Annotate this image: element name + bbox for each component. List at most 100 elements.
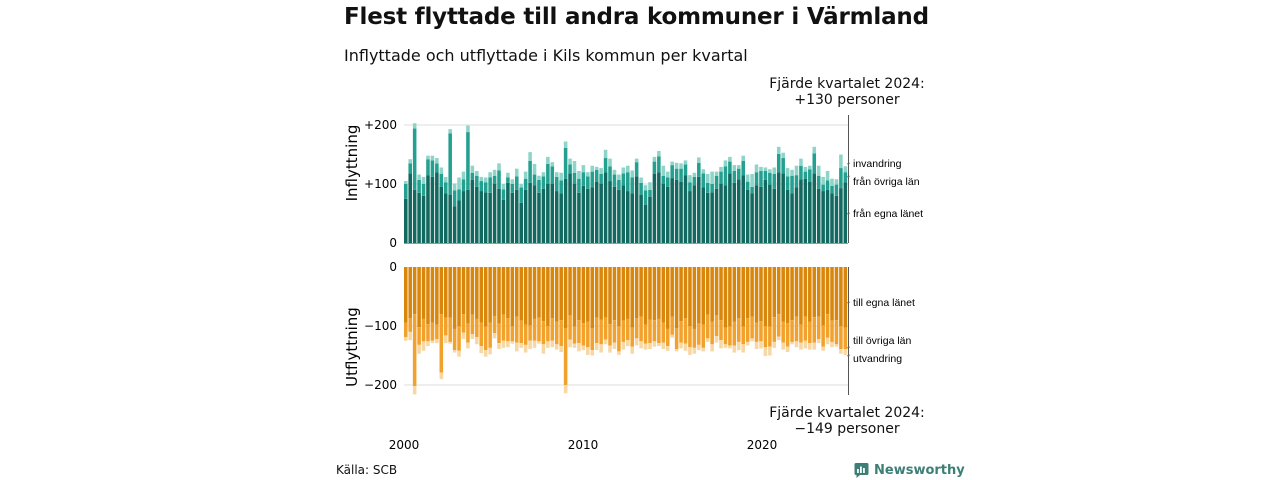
bar-out-0-22 bbox=[501, 267, 506, 315]
bar-out-2-11 bbox=[452, 350, 457, 353]
bar-in-1-71 bbox=[719, 171, 723, 184]
bar-out-0-64 bbox=[688, 267, 692, 326]
bar-out-1-51 bbox=[630, 327, 634, 347]
bar-out-1-41 bbox=[586, 321, 590, 348]
bar-in-1-62 bbox=[679, 168, 683, 182]
bar-in-1-36 bbox=[563, 148, 568, 179]
bar-out-2-71 bbox=[719, 340, 723, 349]
series-labels: invandring från övriga län från egna länet… bbox=[846, 158, 923, 365]
bar-in-2-22 bbox=[501, 184, 506, 190]
bar-out-1-52 bbox=[634, 318, 639, 339]
bar-in-0-45 bbox=[603, 172, 608, 243]
y-tick-in-0: 0 bbox=[389, 236, 397, 250]
bar-out-0-89 bbox=[799, 267, 803, 325]
bar-in-0-83 bbox=[772, 188, 777, 243]
bar-out-1-82 bbox=[768, 326, 772, 347]
bar-in-1-43 bbox=[594, 169, 599, 182]
bar-out-2-4 bbox=[421, 341, 426, 351]
label-tick-in-2 bbox=[846, 212, 851, 215]
inflow-bars bbox=[404, 123, 848, 243]
bar-in-1-38 bbox=[572, 172, 577, 184]
bar-out-0-14 bbox=[466, 267, 470, 324]
bar-out-2-19 bbox=[488, 347, 492, 355]
bar-out-0-76 bbox=[741, 267, 745, 327]
label-tick-in-1 bbox=[846, 175, 851, 178]
bar-out-2-54 bbox=[643, 343, 648, 350]
bar-out-1-22 bbox=[501, 314, 506, 341]
bar-out-1-69 bbox=[710, 321, 714, 345]
bar-in-0-85 bbox=[781, 173, 785, 243]
bar-in-0-15 bbox=[470, 179, 475, 243]
bar-out-1-66 bbox=[697, 323, 701, 345]
bar-in-0-75 bbox=[737, 179, 741, 243]
bar-in-1-44 bbox=[599, 173, 603, 184]
bar-in-1-1 bbox=[408, 163, 412, 174]
bar-in-2-57 bbox=[657, 150, 661, 157]
bar-out-0-24 bbox=[510, 267, 515, 326]
bar-in-0-25 bbox=[515, 189, 519, 243]
bar-out-0-67 bbox=[701, 267, 706, 325]
bar-in-1-84 bbox=[776, 153, 781, 173]
bar-out-1-9 bbox=[443, 317, 448, 336]
bar-out-2-87 bbox=[790, 341, 794, 345]
brand-logo: Newsworthy bbox=[854, 462, 965, 479]
bar-in-1-16 bbox=[475, 175, 479, 187]
series-label-out-1: till övriga län bbox=[853, 335, 912, 347]
bar-in-2-45 bbox=[603, 149, 608, 159]
bar-out-1-88 bbox=[794, 316, 799, 342]
bar-in-0-61 bbox=[674, 179, 679, 243]
bar-in-0-14 bbox=[466, 189, 470, 243]
bar-in-2-66 bbox=[697, 157, 701, 163]
bar-out-2-40 bbox=[581, 345, 586, 351]
bar-out-0-21 bbox=[497, 267, 501, 324]
bar-in-1-73 bbox=[728, 161, 732, 174]
bar-in-2-78 bbox=[750, 173, 754, 187]
bar-in-2-10 bbox=[448, 129, 452, 134]
bar-out-1-17 bbox=[479, 322, 484, 347]
bar-in-1-54 bbox=[643, 190, 648, 205]
bar-out-2-0 bbox=[404, 337, 408, 341]
bar-in-0-82 bbox=[768, 184, 772, 243]
bar-in-0-88 bbox=[794, 187, 799, 243]
bar-in-2-46 bbox=[608, 158, 612, 167]
bar-out-0-61 bbox=[674, 267, 679, 329]
bar-in-1-33 bbox=[550, 166, 555, 184]
x-tick-2020: 2020 bbox=[747, 438, 778, 452]
bar-out-2-73 bbox=[728, 345, 732, 349]
bar-out-0-32 bbox=[546, 267, 550, 326]
bar-in-2-94 bbox=[821, 176, 825, 185]
bar-out-1-53 bbox=[639, 316, 643, 342]
bar-out-0-49 bbox=[621, 267, 626, 321]
bar-in-0-30 bbox=[537, 192, 541, 243]
bar-in-0-77 bbox=[745, 189, 750, 243]
bar-in-1-65 bbox=[692, 176, 697, 186]
bar-in-2-33 bbox=[550, 162, 555, 167]
bar-in-0-70 bbox=[714, 188, 719, 243]
bar-in-0-64 bbox=[688, 191, 692, 243]
bar-in-2-9 bbox=[443, 176, 448, 183]
bar-in-2-64 bbox=[688, 175, 692, 183]
callout-top-line1: Fjärde kvartalet 2024: bbox=[769, 76, 925, 92]
bar-out-0-52 bbox=[634, 267, 639, 319]
bar-out-2-35 bbox=[559, 346, 563, 352]
bar-in-1-24 bbox=[510, 184, 515, 193]
bar-out-1-64 bbox=[688, 326, 692, 348]
bar-in-0-16 bbox=[475, 186, 479, 243]
bar-out-2-13 bbox=[461, 332, 466, 339]
bar-in-2-7 bbox=[435, 158, 439, 164]
bar-out-2-47 bbox=[612, 342, 617, 350]
bar-in-1-64 bbox=[688, 182, 692, 192]
bar-out-2-86 bbox=[785, 346, 790, 352]
bar-in-0-66 bbox=[697, 176, 701, 243]
bar-in-0-26 bbox=[519, 202, 523, 243]
bar-out-0-3 bbox=[417, 267, 421, 328]
bar-in-0-46 bbox=[608, 181, 612, 243]
bar-out-1-58 bbox=[661, 322, 666, 343]
bar-out-0-53 bbox=[639, 267, 643, 317]
bar-in-1-72 bbox=[723, 166, 728, 186]
bar-out-1-65 bbox=[692, 328, 697, 348]
bar-in-0-3 bbox=[417, 192, 421, 243]
bar-out-0-78 bbox=[750, 267, 754, 317]
bar-out-2-10 bbox=[448, 341, 452, 344]
bar-out-2-98 bbox=[839, 349, 843, 354]
